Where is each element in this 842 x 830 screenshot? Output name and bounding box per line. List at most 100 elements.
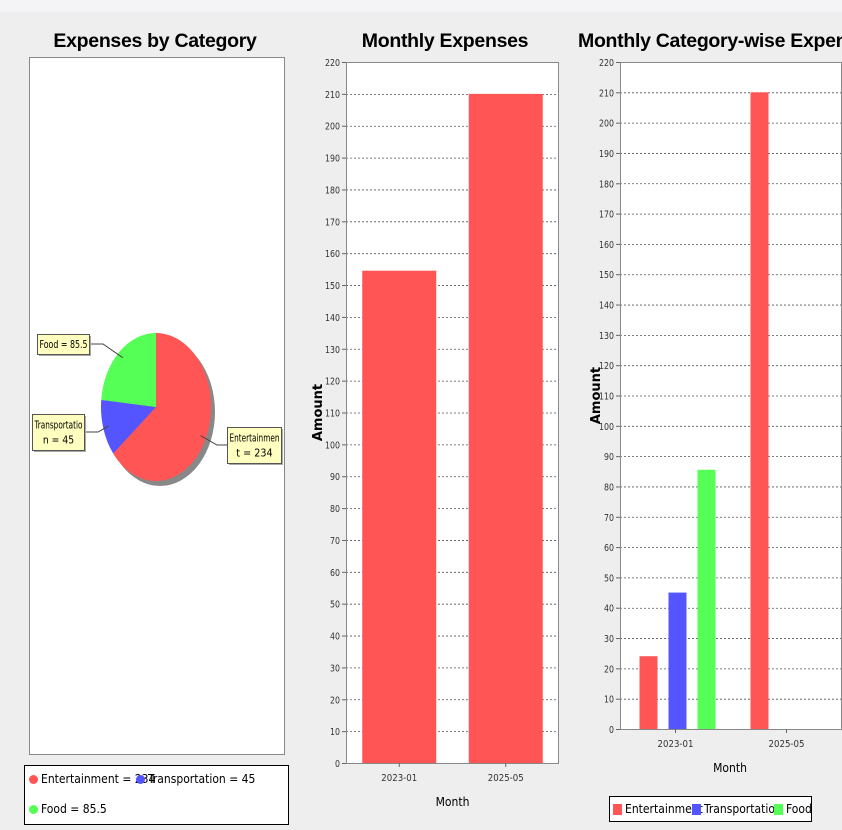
y-tick-label: 60 — [330, 568, 340, 579]
x-axis-title: Month — [436, 795, 470, 809]
legend-swatch — [136, 774, 145, 784]
bar-transportation — [668, 592, 687, 729]
y-tick-label: 210 — [599, 88, 614, 99]
y-tick-label: 110 — [599, 392, 614, 403]
top-bar — [0, 0, 842, 12]
y-tick-label: 160 — [599, 240, 614, 251]
legend-label: Transportation = 45 — [148, 772, 256, 786]
y-tick-label: 190 — [325, 154, 340, 165]
y-tick-label: 70 — [604, 513, 614, 524]
legend-swatch — [29, 774, 38, 784]
legend: Entertainment Transportation Food — [609, 796, 812, 822]
chart-title: Expenses by Category — [53, 30, 257, 52]
y-tick-label: 40 — [330, 632, 340, 643]
callout-line — [84, 425, 109, 433]
bar-food — [697, 469, 716, 729]
y-tick-label: 10 — [604, 695, 614, 706]
y-axis-title: Amount — [311, 384, 326, 441]
chart-title: Monthly Expenses — [361, 30, 529, 52]
legend-swatch — [29, 804, 38, 814]
y-tick-label: 180 — [325, 185, 340, 196]
grouped-bar-chart: 0 10 20 30 40 50 60 70 80 90 100 110 120 130 140 150 160… — [589, 58, 842, 775]
y-tick-label: 150 — [599, 270, 614, 281]
y-tick-label: 20 — [330, 695, 340, 706]
plot-area — [620, 62, 842, 729]
grouped-bar-chart-panel: Monthly Category-wise Expenses 0 10 20 30 40… — [578, 12, 842, 830]
y-tick-label: 190 — [599, 149, 614, 160]
x-axis-title: Month — [713, 761, 747, 775]
y-tick-label: 170 — [325, 217, 340, 228]
y-tick-label: 50 — [604, 573, 614, 584]
callout-label: n = 45 — [43, 435, 74, 447]
legend-item-entertainment: Entertainment — [613, 802, 703, 816]
bar-chart: 0 10 20 30 40 50 60 70 80 90 100 110 120 130 140 150 160… — [311, 58, 559, 809]
x-tick-label: 2025-05 — [769, 739, 805, 750]
y-tick-label: 200 — [325, 122, 340, 133]
y-tick-label: 20 — [604, 664, 614, 675]
y-tick-label: 80 — [330, 504, 340, 515]
bar — [362, 270, 437, 763]
legend-item-entertainment: Entertainment = 234 — [29, 772, 155, 786]
bar-chart-panel: Monthly Expenses 0 10 20 30 40 50 60 70 80 90 100 1… — [310, 12, 580, 830]
y-tick-label: 220 — [599, 58, 614, 69]
legend-label: Transportation — [704, 802, 782, 816]
y-tick-label: 30 — [330, 663, 340, 674]
y-axis-title: Amount — [589, 367, 604, 424]
y-tick-label: 100 — [325, 440, 340, 451]
chart-title: Monthly Category-wise Expenses — [578, 30, 842, 52]
y-tick-label: 210 — [325, 90, 340, 101]
plot-border — [346, 62, 559, 764]
legend-label: Food — [786, 802, 812, 816]
y-tick-label: 120 — [599, 361, 614, 372]
y-tick-label: 170 — [599, 210, 614, 221]
callout-box — [32, 414, 85, 451]
callout-label: Food = 85.5 — [40, 339, 88, 351]
y-tick-label: 160 — [325, 249, 340, 260]
y-tick-label: 100 — [599, 422, 614, 433]
callout-box — [227, 427, 282, 464]
y-tick-label: 90 — [330, 472, 340, 483]
y-tick-label: 0 — [335, 759, 340, 770]
callout-label: t = 234 — [236, 448, 272, 460]
y-tick-label: 120 — [325, 377, 340, 388]
x-tick-label: 2025-05 — [488, 773, 524, 784]
callout-label: Transportatio — [34, 420, 83, 432]
legend: Entertainment = 234 Transportation = 45 … — [24, 765, 289, 825]
callout-line — [89, 343, 124, 359]
y-tick-label: 220 — [325, 58, 340, 69]
pie-chart-panel: Expenses by Category Entertainmen t = 234… — [0, 12, 310, 830]
legend-label: Food = 85.5 — [41, 802, 107, 816]
legend-label: Entertainment — [625, 802, 703, 816]
y-tick-label: 140 — [325, 313, 340, 324]
y-tick-label: 10 — [330, 727, 340, 738]
y-tick-label: 150 — [325, 281, 340, 292]
legend-swatch — [692, 803, 701, 815]
y-tick-label: 0 — [609, 725, 614, 736]
x-tick-label: 2023-01 — [658, 739, 694, 750]
pie-chart: Entertainmen t = 234 Transportatio n = 45 Fo… — [29, 57, 285, 755]
bar-entertainment — [750, 92, 769, 730]
y-tick-label: 30 — [604, 634, 614, 645]
callout-label: Entertainmen — [230, 433, 280, 445]
y-tick-label: 180 — [599, 179, 614, 190]
y-tick-label: 80 — [604, 482, 614, 493]
legend-item-food: Food = 85.5 — [29, 802, 107, 816]
callout-line — [200, 435, 227, 446]
legend-item-transportation: Transportation — [692, 802, 782, 816]
y-tick-label: 130 — [599, 331, 614, 342]
y-tick-label: 140 — [599, 301, 614, 312]
bar — [468, 93, 543, 763]
bar-entertainment — [639, 656, 658, 729]
y-tick-label: 110 — [325, 409, 340, 420]
callout-box — [37, 334, 90, 355]
y-tick-label: 60 — [604, 543, 614, 554]
pie-slice-food — [101, 333, 156, 407]
y-tick-label: 130 — [325, 345, 340, 356]
legend-swatch — [613, 803, 622, 815]
x-tick-label: 2023-01 — [381, 773, 417, 784]
y-tick-label: 70 — [330, 536, 340, 547]
legend-swatch — [774, 803, 783, 815]
y-tick-label: 50 — [330, 600, 340, 611]
y-tick-label: 200 — [599, 119, 614, 130]
y-tick-label: 90 — [604, 452, 614, 463]
